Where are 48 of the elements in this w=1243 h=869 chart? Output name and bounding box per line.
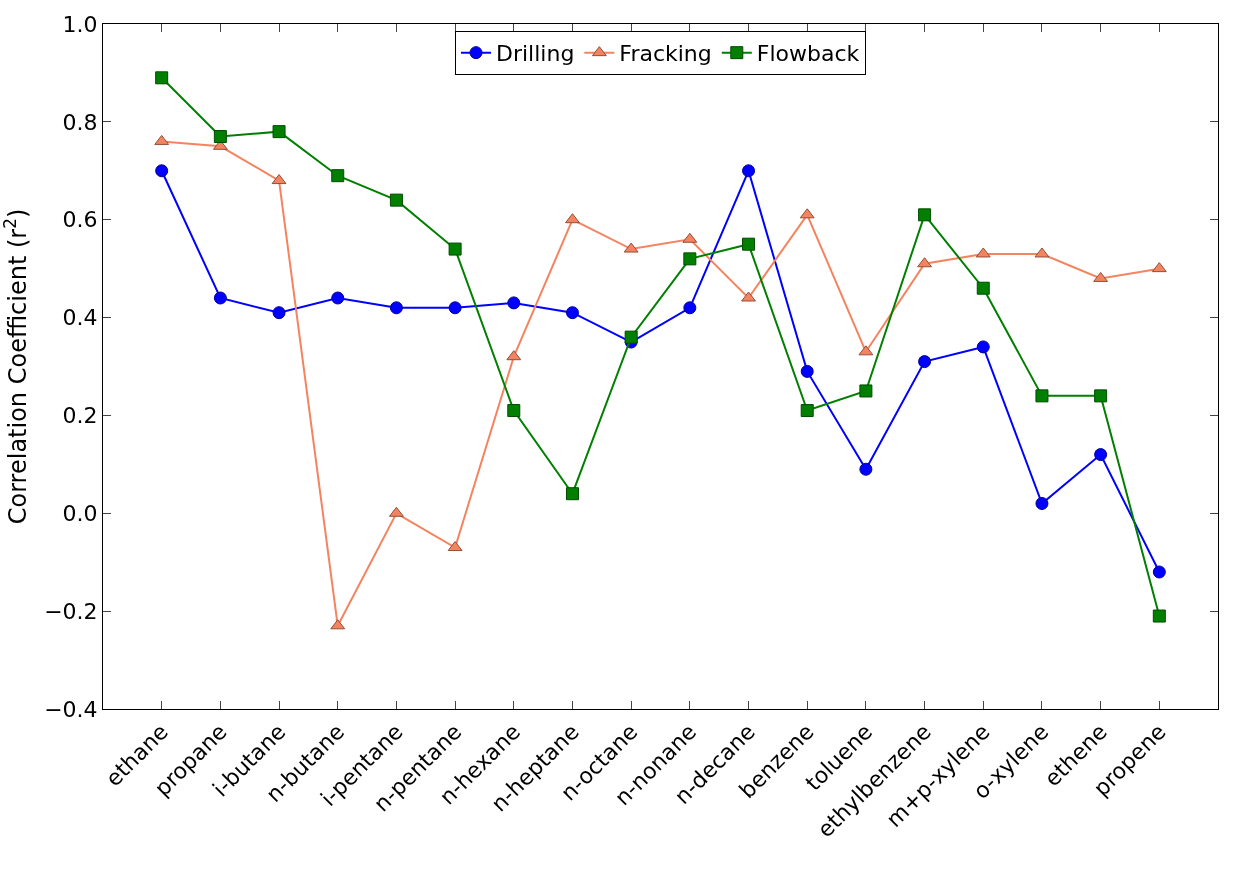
point (624, 330, 638, 344)
point (565, 306, 579, 320)
point (742, 237, 756, 251)
point (213, 291, 227, 305)
point (213, 130, 227, 144)
point (800, 364, 814, 378)
point (1094, 389, 1108, 403)
point (976, 340, 990, 354)
point (1152, 565, 1166, 579)
point (389, 193, 403, 207)
legend-label: Flowback (756, 41, 860, 67)
point (1152, 609, 1166, 623)
y-tick-label: 0.4 (62, 305, 98, 331)
point (976, 281, 990, 295)
point (389, 301, 403, 315)
point (1035, 497, 1049, 510)
point (331, 169, 345, 183)
y-tick-label: 0.2 (62, 403, 98, 429)
point (272, 306, 286, 320)
point (1094, 448, 1108, 462)
y-tick-label: 0.8 (62, 109, 98, 135)
point (859, 384, 873, 398)
point (918, 208, 932, 222)
point (918, 355, 932, 369)
point (1035, 389, 1049, 403)
point (742, 164, 756, 178)
point (800, 404, 814, 418)
y-tick-label: 1.0 (62, 11, 98, 37)
y-tick-label: 0.6 (62, 207, 98, 233)
point (565, 213, 580, 224)
legend-label: Fracking (619, 41, 712, 67)
y-tick-label: −0.2 (44, 598, 98, 624)
point (448, 242, 462, 256)
point (565, 487, 579, 501)
point (448, 301, 462, 315)
point (331, 291, 345, 305)
point (683, 252, 697, 266)
point (507, 404, 521, 418)
point (155, 71, 169, 85)
point (155, 164, 169, 178)
point (741, 291, 756, 302)
legend-label: Drilling (496, 41, 575, 67)
y-tick-label: 0.0 (62, 500, 98, 526)
point (683, 301, 697, 315)
point (507, 296, 521, 310)
y-tick-label: −0.4 (44, 696, 98, 722)
point (272, 125, 286, 139)
point (859, 462, 873, 476)
